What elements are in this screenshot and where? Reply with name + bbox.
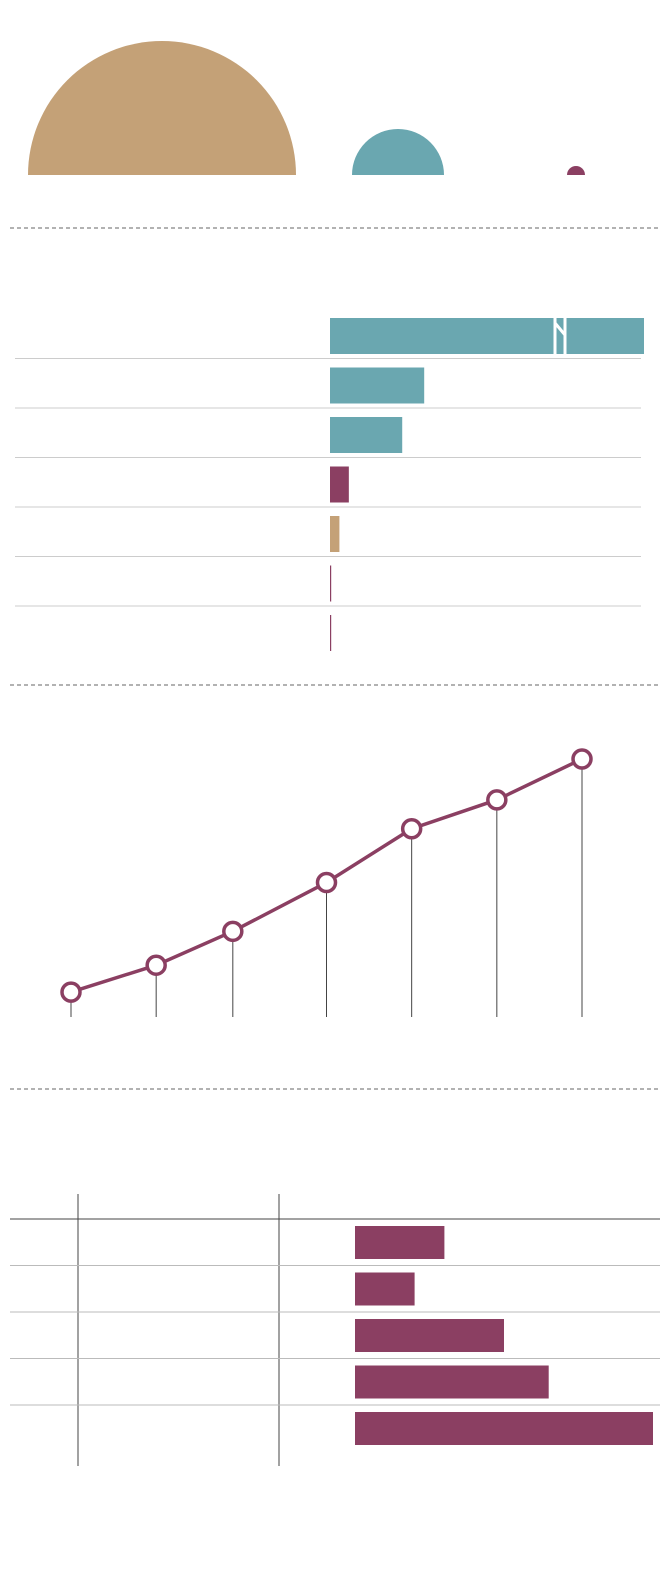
point bbox=[60, 981, 82, 1003]
semicircle bbox=[352, 129, 444, 175]
bar bbox=[355, 1412, 653, 1445]
bar bbox=[355, 1319, 504, 1352]
point bbox=[315, 871, 338, 894]
point bbox=[400, 817, 423, 840]
semicircle bbox=[28, 41, 296, 175]
semicircle bbox=[567, 166, 585, 175]
point bbox=[222, 920, 244, 943]
bar bbox=[355, 1272, 415, 1306]
bar bbox=[330, 466, 349, 503]
bar bbox=[330, 615, 332, 651]
point bbox=[571, 748, 593, 770]
bar bbox=[330, 367, 425, 404]
break-mark bbox=[553, 318, 567, 354]
bar bbox=[330, 318, 644, 354]
bar bbox=[330, 565, 332, 602]
point bbox=[145, 954, 167, 976]
point bbox=[486, 789, 508, 811]
bar bbox=[355, 1365, 549, 1399]
bar bbox=[330, 417, 403, 453]
bar bbox=[330, 516, 340, 552]
bar bbox=[355, 1226, 445, 1259]
